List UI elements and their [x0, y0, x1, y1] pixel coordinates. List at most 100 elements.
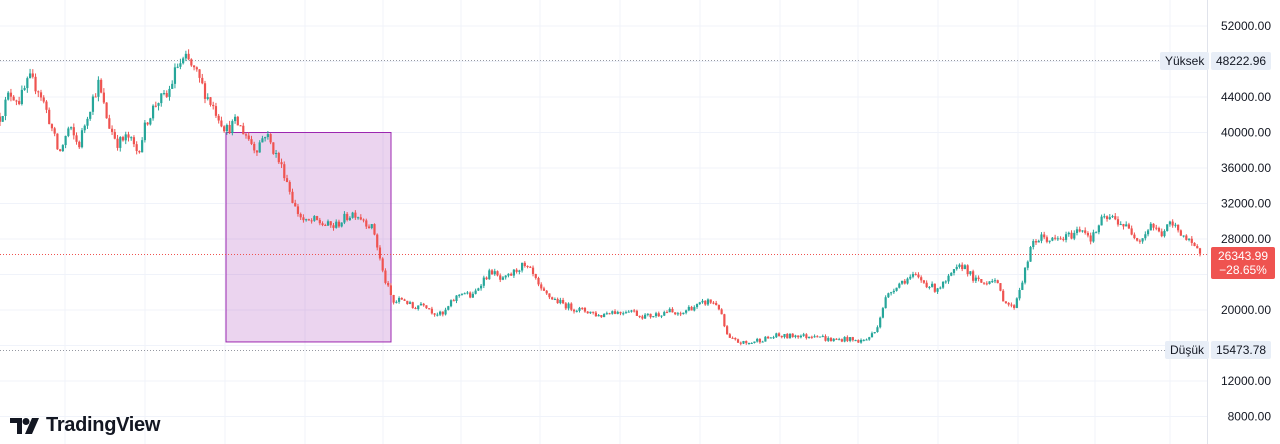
candle-body — [50, 124, 54, 129]
candle-body — [406, 300, 409, 304]
candle-body — [728, 334, 731, 338]
candle-body — [941, 282, 945, 288]
low-label-badge: Düşük — [1165, 341, 1210, 359]
candle-body — [171, 83, 174, 89]
tradingview-logo[interactable]: TradingView — [10, 414, 160, 437]
candle-body — [1095, 232, 1098, 234]
candles[interactable] — [0, 49, 1202, 346]
candle-body — [1177, 224, 1180, 231]
candle-body — [160, 93, 163, 104]
candle-body — [376, 234, 379, 248]
candle-body — [657, 313, 660, 317]
candle-body — [400, 297, 403, 300]
candle-body — [1043, 234, 1046, 238]
candle-body — [925, 282, 928, 288]
candle-body — [447, 306, 450, 310]
candle-body — [518, 270, 521, 272]
candle-body — [20, 89, 23, 105]
candle-body — [507, 273, 510, 276]
candle-body — [777, 333, 781, 336]
candle-body — [206, 97, 209, 99]
candle-body — [613, 311, 617, 314]
y-tick-label: 32000.00 — [1221, 197, 1271, 211]
candle-body — [408, 302, 412, 304]
candle-body — [315, 216, 319, 220]
candle-body — [597, 315, 600, 317]
candle-body — [1056, 238, 1059, 240]
highlighted-range-box[interactable] — [225, 132, 392, 343]
low-value-badge: 15473.78 — [1211, 341, 1272, 359]
candle-body — [600, 315, 603, 318]
candle-body — [370, 224, 373, 229]
candle-body — [1116, 219, 1120, 225]
candle-body — [332, 225, 335, 228]
candle-body — [291, 191, 294, 203]
candle-body — [827, 338, 830, 341]
candle-body — [108, 118, 111, 129]
candle-body — [895, 287, 898, 291]
candle-body — [611, 311, 614, 314]
candle-body — [649, 313, 652, 318]
candle-body — [187, 53, 190, 60]
candle-body — [537, 278, 540, 285]
candle-body — [239, 125, 242, 127]
candle-body — [529, 266, 532, 268]
candle-body — [805, 334, 808, 339]
candle-body — [939, 287, 942, 289]
candle-body — [767, 336, 770, 339]
y-tick-label: 40000.00 — [1221, 126, 1271, 140]
price-axis[interactable]: 52000.0048000.0044000.0040000.0036000.00… — [1221, 19, 1271, 424]
candle-body — [663, 312, 666, 316]
candle-body — [75, 135, 78, 142]
candle-body — [1179, 230, 1182, 236]
candle-body — [28, 73, 32, 79]
candle-body — [1018, 289, 1021, 299]
candle-body — [988, 281, 991, 284]
candle-body — [430, 308, 433, 314]
candle-body — [739, 342, 742, 344]
candle-body — [1114, 216, 1117, 220]
candle-body — [876, 327, 879, 333]
candle-body — [387, 282, 390, 286]
candle-body — [217, 115, 220, 121]
last-price-value: 26343.99 — [1217, 249, 1269, 263]
candle-body — [1007, 302, 1010, 305]
candle-body — [952, 269, 956, 273]
candle-body — [914, 274, 917, 276]
candle-body — [977, 277, 980, 280]
candle-body — [991, 281, 994, 283]
candle-body — [23, 88, 26, 90]
candle-body — [192, 65, 196, 68]
candle-body — [966, 265, 969, 275]
candle-body — [1045, 237, 1049, 242]
candle-body — [225, 124, 228, 132]
candle-body — [182, 58, 185, 64]
candle-body — [706, 299, 710, 305]
candle-body — [802, 334, 805, 336]
candle-body — [280, 162, 283, 165]
candle-body — [1160, 231, 1163, 237]
candle-body — [356, 217, 360, 219]
candle-body — [644, 314, 647, 319]
y-tick-label: 44000.00 — [1221, 90, 1271, 104]
candle-body — [313, 216, 316, 221]
candle-body — [799, 335, 803, 338]
candle-body — [422, 303, 425, 306]
candle-body — [641, 316, 644, 319]
candle-body — [1125, 224, 1128, 227]
candle-body — [1163, 230, 1166, 237]
candle-body — [786, 334, 789, 339]
candle-body — [223, 126, 226, 132]
candle-body — [624, 312, 628, 314]
candle-body — [761, 341, 764, 343]
candle-body — [723, 314, 726, 327]
candle-body — [233, 116, 237, 122]
candle-body — [1166, 224, 1169, 231]
candle-body — [310, 220, 313, 222]
candle-body — [477, 288, 480, 291]
candle-body — [64, 135, 67, 146]
candle-body — [42, 97, 45, 102]
y-tick-label: 36000.00 — [1221, 161, 1271, 175]
candle-body — [56, 133, 59, 150]
